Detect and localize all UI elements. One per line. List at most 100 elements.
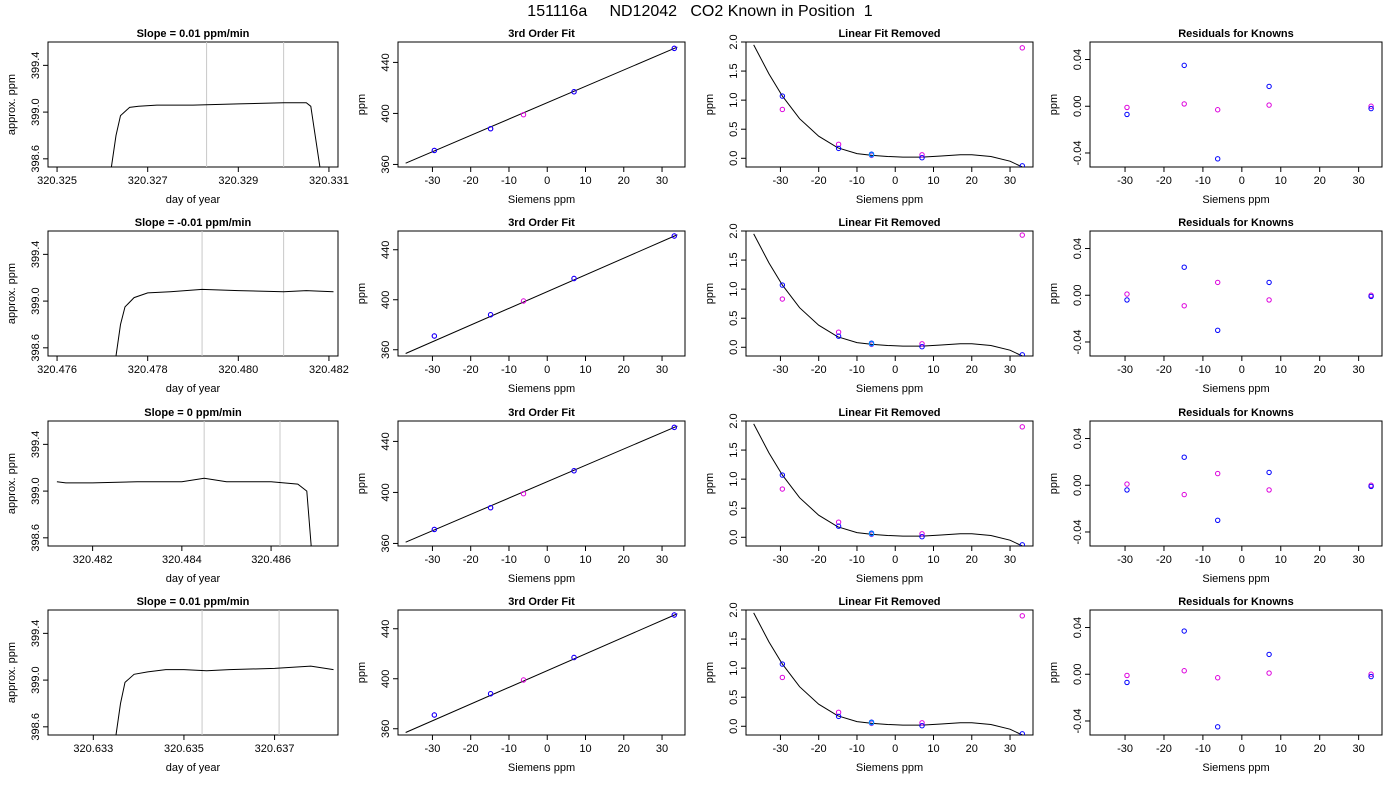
y-tick-label: 398.6 <box>30 334 42 362</box>
data-point-magenta <box>1124 672 1130 679</box>
y-tick-label: 398.6 <box>30 145 42 173</box>
x-axis-label: Siemens ppm <box>508 573 575 585</box>
data-point-blue <box>1266 469 1272 476</box>
data-point-cyan <box>868 152 875 158</box>
x-tick-label: 0 <box>892 175 898 187</box>
x-tick-label: 10 <box>927 554 939 566</box>
y-tick-label: 399.0 <box>30 666 42 694</box>
x-tick-label: -20 <box>463 175 479 187</box>
x-tick-label: 20 <box>618 175 630 187</box>
x-axis-label: Siemens ppm <box>856 573 923 585</box>
data-point-magenta <box>1215 470 1221 477</box>
y-axis-label: ppm <box>356 94 368 115</box>
x-tick-label: 10 <box>927 743 939 755</box>
x-tick-label: 30 <box>656 743 668 755</box>
data-point-blue <box>1181 62 1187 69</box>
y-tick-label: 0.5 <box>728 122 740 137</box>
data-point-magenta <box>1215 279 1221 286</box>
x-tick-label: -20 <box>1156 743 1172 755</box>
y-axis-label: ppm <box>704 94 716 115</box>
x-tick-label: -10 <box>501 364 517 376</box>
x-tick-label: -10 <box>849 364 865 376</box>
x-tick-label: 0 <box>544 175 550 187</box>
data-layer <box>405 612 678 733</box>
y-tick-label: 2.0 <box>728 602 740 617</box>
panel-title: 3rd Order Fit <box>508 217 575 229</box>
data-point-blue <box>1019 163 1025 167</box>
y-tick-label: 399.0 <box>30 287 42 315</box>
data-point-blue <box>1368 483 1374 490</box>
panel-title: Residuals for Knowns <box>1178 407 1294 419</box>
x-axis-label: Siemens ppm <box>856 194 923 206</box>
panel-title: Linear Fit Removed <box>838 407 940 419</box>
x-axis-label: Siemens ppm <box>856 762 923 774</box>
panel-title: Residuals for Knowns <box>1178 28 1294 40</box>
data-point-magenta <box>779 486 786 492</box>
data-layer <box>753 612 1025 735</box>
y-tick-label: -0.04 <box>1072 708 1084 733</box>
plot-frame <box>47 41 339 168</box>
figure-title: 151116a ND12042 CO2 Known in Position 1 <box>527 3 873 20</box>
x-tick-label: 30 <box>1004 175 1016 187</box>
data-point-blue <box>1215 517 1221 523</box>
x-tick-label: -30 <box>772 743 788 755</box>
data-point-magenta <box>1368 671 1374 677</box>
data-layer <box>753 232 1025 356</box>
data-point-blue <box>1266 279 1272 286</box>
data-point-magenta <box>779 296 786 302</box>
y-tick-label: 0.0 <box>728 530 740 545</box>
x-tick-label: 320.476 <box>37 364 77 376</box>
panel-timeseries-row3: Slope = 0 ppm/min 320.482 320.484 320.486 39… <box>6 407 339 585</box>
plot-frame <box>397 609 686 736</box>
fit-curve <box>753 423 1023 546</box>
panel-title: Residuals for Knowns <box>1178 217 1294 229</box>
fit-curve <box>753 44 1023 167</box>
data-point-blue <box>1266 83 1272 90</box>
data-point-blue <box>1368 105 1374 112</box>
panel-linear-row2: Linear Fit Removed -30 -20 -10 0 10 20 30 0.0 0.5… <box>704 217 1034 395</box>
data-point-magenta <box>1019 613 1025 619</box>
panel-title: Linear Fit Removed <box>838 596 940 608</box>
data-layer <box>405 233 678 354</box>
x-tick-label: 320.482 <box>309 364 349 376</box>
y-tick-label: 0.0 <box>728 151 740 166</box>
x-tick-label: 20 <box>618 554 630 566</box>
fit-line <box>405 425 678 543</box>
x-axis-label: day of year <box>166 383 221 395</box>
y-tick-label: 0.04 <box>1072 617 1084 638</box>
y-tick-label: 399.0 <box>30 98 42 126</box>
data-point-blue <box>487 312 494 318</box>
x-tick-label: -10 <box>501 554 517 566</box>
y-tick-label: 1.0 <box>728 92 740 107</box>
fit-curve <box>753 233 1023 356</box>
data-layer <box>1124 264 1374 333</box>
data-point-blue <box>571 654 577 661</box>
data-point-blue <box>1215 327 1221 333</box>
x-tick-label: 320.480 <box>218 364 258 376</box>
y-tick-label: 0.5 <box>728 311 740 326</box>
data-point-blue <box>1368 293 1374 300</box>
data-layer <box>753 44 1025 167</box>
data-point-blue <box>779 282 786 288</box>
data-point-blue <box>1215 724 1221 730</box>
x-tick-label: 30 <box>656 554 668 566</box>
data-layer <box>56 421 312 546</box>
x-tick-label: 30 <box>1004 364 1016 376</box>
data-point-blue <box>1124 111 1130 118</box>
x-tick-label: 10 <box>579 175 591 187</box>
x-tick-label: 20 <box>1314 743 1326 755</box>
panel-timeseries-row2: Slope = -0.01 ppm/min 320.476 320.478 320.4… <box>6 217 349 395</box>
data-point-magenta <box>1019 232 1025 238</box>
data-point-cyan <box>868 720 875 726</box>
fit-line <box>405 613 678 733</box>
data-point-magenta <box>919 531 925 537</box>
data-point-magenta <box>779 106 786 113</box>
data-point-magenta <box>520 298 527 304</box>
panel-title: Linear Fit Removed <box>838 217 940 229</box>
y-tick-label: 0.5 <box>728 690 740 705</box>
data-point-blue <box>1019 542 1025 546</box>
x-tick-label: 0 <box>892 364 898 376</box>
x-tick-label: 30 <box>1004 554 1016 566</box>
x-axis-label: day of year <box>166 194 221 206</box>
data-point-blue <box>835 145 842 152</box>
